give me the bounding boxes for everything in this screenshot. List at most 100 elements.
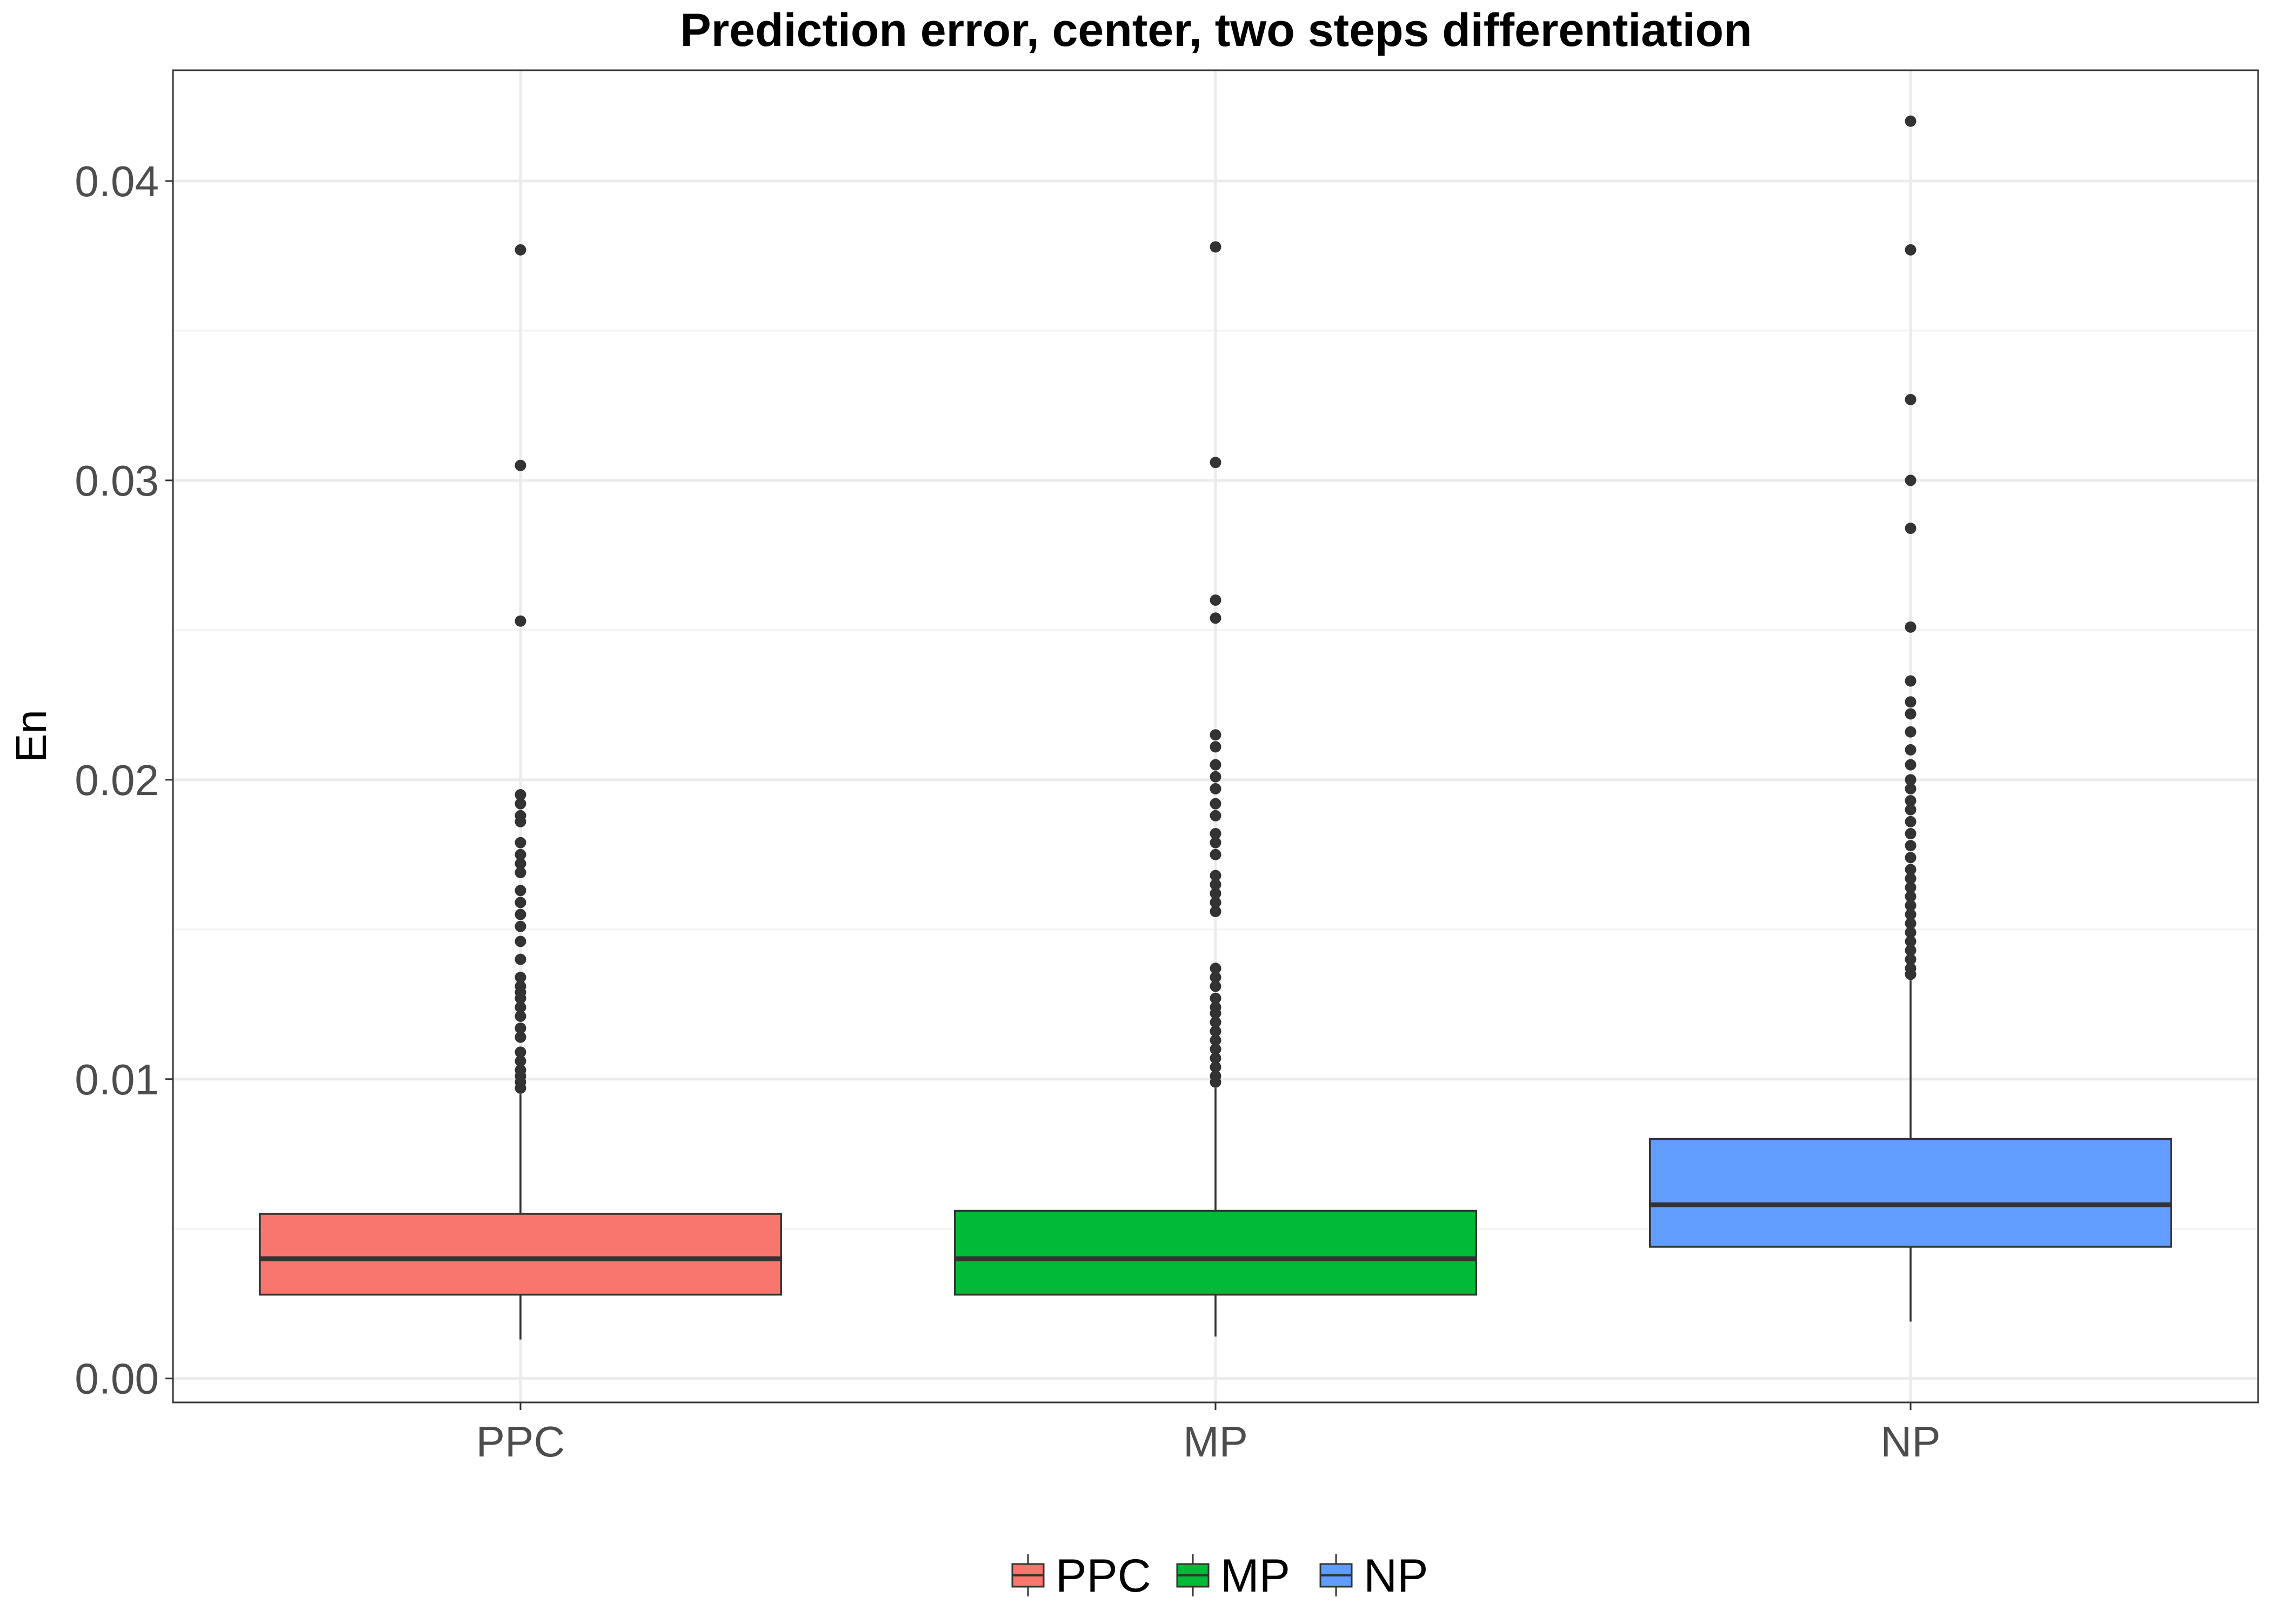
outlier-point (1210, 741, 1221, 753)
outlier-point (1905, 393, 1917, 405)
x-tick-label: MP (1183, 1418, 1248, 1466)
outlier-point (1210, 1017, 1221, 1028)
outlier-point (1210, 810, 1221, 821)
outlier-point (515, 1010, 526, 1022)
outlier-point (1210, 992, 1221, 1004)
outlier-point (1210, 963, 1221, 974)
outlier-point (515, 1022, 526, 1034)
outlier-point (1905, 816, 1917, 827)
outlier-point (1210, 1061, 1221, 1073)
outlier-point (1905, 783, 1917, 794)
outlier-point (1905, 708, 1917, 720)
outlier-point (515, 885, 526, 897)
boxes (259, 115, 2172, 1340)
outlier-point (1905, 523, 1917, 534)
outlier-point (515, 789, 526, 801)
outlier-point (1210, 457, 1221, 469)
y-tick-label: 0.01 (75, 1055, 159, 1104)
chart-title: Prediction error, center, two steps diff… (680, 4, 1752, 56)
y-tick-label: 0.02 (75, 756, 159, 804)
outlier-point (1210, 870, 1221, 881)
legend: PPC MP NP (1011, 1550, 1428, 1602)
outlier-point (1210, 1052, 1221, 1064)
outlier-point (515, 1055, 526, 1067)
outlier-point (515, 953, 526, 965)
outlier-point (1905, 926, 1917, 938)
outlier-point (1905, 474, 1917, 486)
outlier-point (515, 858, 526, 870)
y-tick-label: 0.00 (75, 1355, 159, 1403)
iqr-box (954, 1209, 1477, 1296)
outlier-point (1905, 744, 1917, 756)
outlier-point (1905, 968, 1917, 980)
outlier-point (1905, 244, 1917, 256)
x-tick-label: PPC (476, 1418, 565, 1466)
y-tick-label: 0.04 (75, 157, 159, 205)
outlier-point (515, 244, 526, 256)
outlier-point (1905, 908, 1917, 920)
outlier-point (1210, 1076, 1221, 1088)
box-ppc (259, 244, 782, 1340)
outlier-point (515, 897, 526, 908)
outlier-point (1905, 945, 1917, 957)
outlier-point (1210, 1007, 1221, 1019)
box-np (1649, 115, 2172, 1322)
outlier-point (515, 816, 526, 827)
outlier-point (515, 848, 526, 860)
outlier-point (1905, 935, 1917, 947)
box-mp (954, 241, 1477, 1337)
outlier-point (1210, 980, 1221, 992)
outlier-point (1210, 729, 1221, 741)
y-axis-ticks: 0.00 0.01 0.02 0.03 0.04 (75, 157, 173, 1403)
outlier-point (515, 971, 526, 983)
outlier-point (1210, 848, 1221, 860)
legend-label: NP (1364, 1550, 1428, 1602)
outlier-point (1210, 798, 1221, 810)
outlier-point (1905, 726, 1917, 738)
outlier-point (1210, 897, 1221, 908)
outlier-point (1210, 612, 1221, 624)
x-tick-label: NP (1880, 1418, 1940, 1466)
outlier-point (1905, 852, 1917, 864)
iqr-box (1649, 1138, 2172, 1248)
outlier-point (515, 837, 526, 848)
outlier-point (1905, 899, 1917, 911)
outlier-point (1905, 840, 1917, 852)
outlier-point (515, 908, 526, 920)
x-axis-ticks: PPC MP NP (476, 1402, 1941, 1466)
outlier-point (1905, 873, 1917, 885)
outlier-point (1210, 887, 1221, 899)
outlier-point (1905, 891, 1917, 903)
outlier-point (1905, 115, 1917, 127)
outlier-point (1905, 864, 1917, 876)
outlier-point (1210, 783, 1221, 794)
legend-label: PPC (1056, 1550, 1151, 1602)
outlier-point (515, 1082, 526, 1094)
iqr-box (259, 1213, 782, 1296)
outlier-point (1905, 804, 1917, 816)
outlier-point (1905, 795, 1917, 807)
outlier-point (1905, 759, 1917, 771)
outlier-point (1210, 1034, 1221, 1046)
outlier-point (1905, 881, 1917, 893)
outlier-point (1210, 837, 1221, 848)
outlier-point (1210, 906, 1221, 918)
outlier-point (1210, 971, 1221, 983)
outlier-point (1210, 879, 1221, 891)
outlier-point (1905, 696, 1917, 708)
outlier-point (1210, 1025, 1221, 1037)
outlier-point (1210, 1043, 1221, 1055)
outlier-point (1905, 774, 1917, 786)
outlier-point (1210, 594, 1221, 606)
outlier-point (515, 798, 526, 810)
outlier-point (1905, 953, 1917, 965)
outlier-point (1210, 771, 1221, 783)
outlier-point (1905, 621, 1917, 633)
outlier-point (515, 1046, 526, 1058)
outlier-point (1905, 828, 1917, 840)
outlier-point (515, 867, 526, 879)
legend-item-mp: MP (1176, 1550, 1290, 1602)
outlier-point (515, 992, 526, 1004)
